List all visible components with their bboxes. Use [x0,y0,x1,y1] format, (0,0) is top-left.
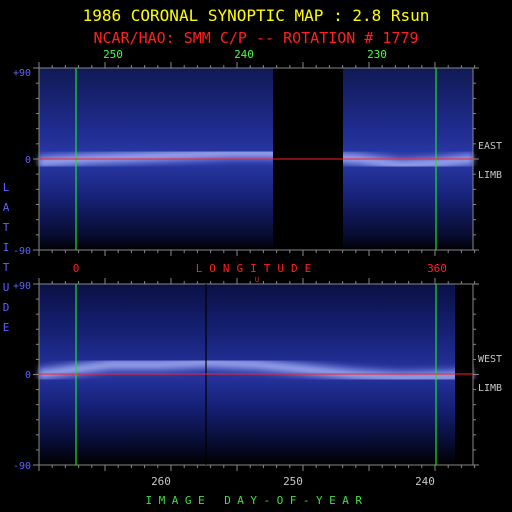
west-streamer-core [38,359,474,381]
east-streamer-core [38,150,474,168]
axis-tick-marks [33,62,479,471]
east-lat-tick-minus90: -90 [13,246,31,257]
lon-tick-label-360: 360 [427,262,447,275]
longitude-axis-label: LONGITUDE [196,262,319,275]
east-limb-panel [38,67,474,251]
west-limb-side-label: LIMB [478,383,502,394]
east-side-label: EAST [478,141,502,152]
east-limb-side-label: LIMB [478,170,502,181]
day-tick-label-260: 260 [151,475,171,488]
west-lat-tick-0: 0 [25,370,31,381]
east-limb-streamer-belt [38,144,474,174]
west-side-label: WEST [478,354,502,365]
lon-tick-label-0: 0 [73,262,80,275]
top-tick-label-250: 250 [103,48,123,61]
west-limb-streamer-belt [37,354,474,386]
west-limb-panel [37,283,474,466]
day-tick-label-240: 240 [415,475,435,488]
east-lat-tick-0: 0 [25,155,31,166]
latitude-axis-label: LATITUDE [0,181,13,341]
west-lat-tick-plus90: +90 [13,281,31,292]
day-of-year-axis-label: IMAGE DAY-OF-YEAR [145,494,368,507]
top-tick-label-240: 240 [234,48,254,61]
chart-title: 1986 CORONAL SYNOPTIC MAP : 2.8 Rsun [83,6,430,25]
longitude-marker: U [255,276,259,284]
west-lat-tick-minus90: -90 [13,461,31,472]
chart-subtitle: NCAR/HAO: SMM C/P -- ROTATION # 1779 [93,29,418,47]
top-tick-label-230: 230 [367,48,387,61]
east-lat-tick-plus90: +90 [13,68,31,79]
day-tick-label-250: 250 [283,475,303,488]
